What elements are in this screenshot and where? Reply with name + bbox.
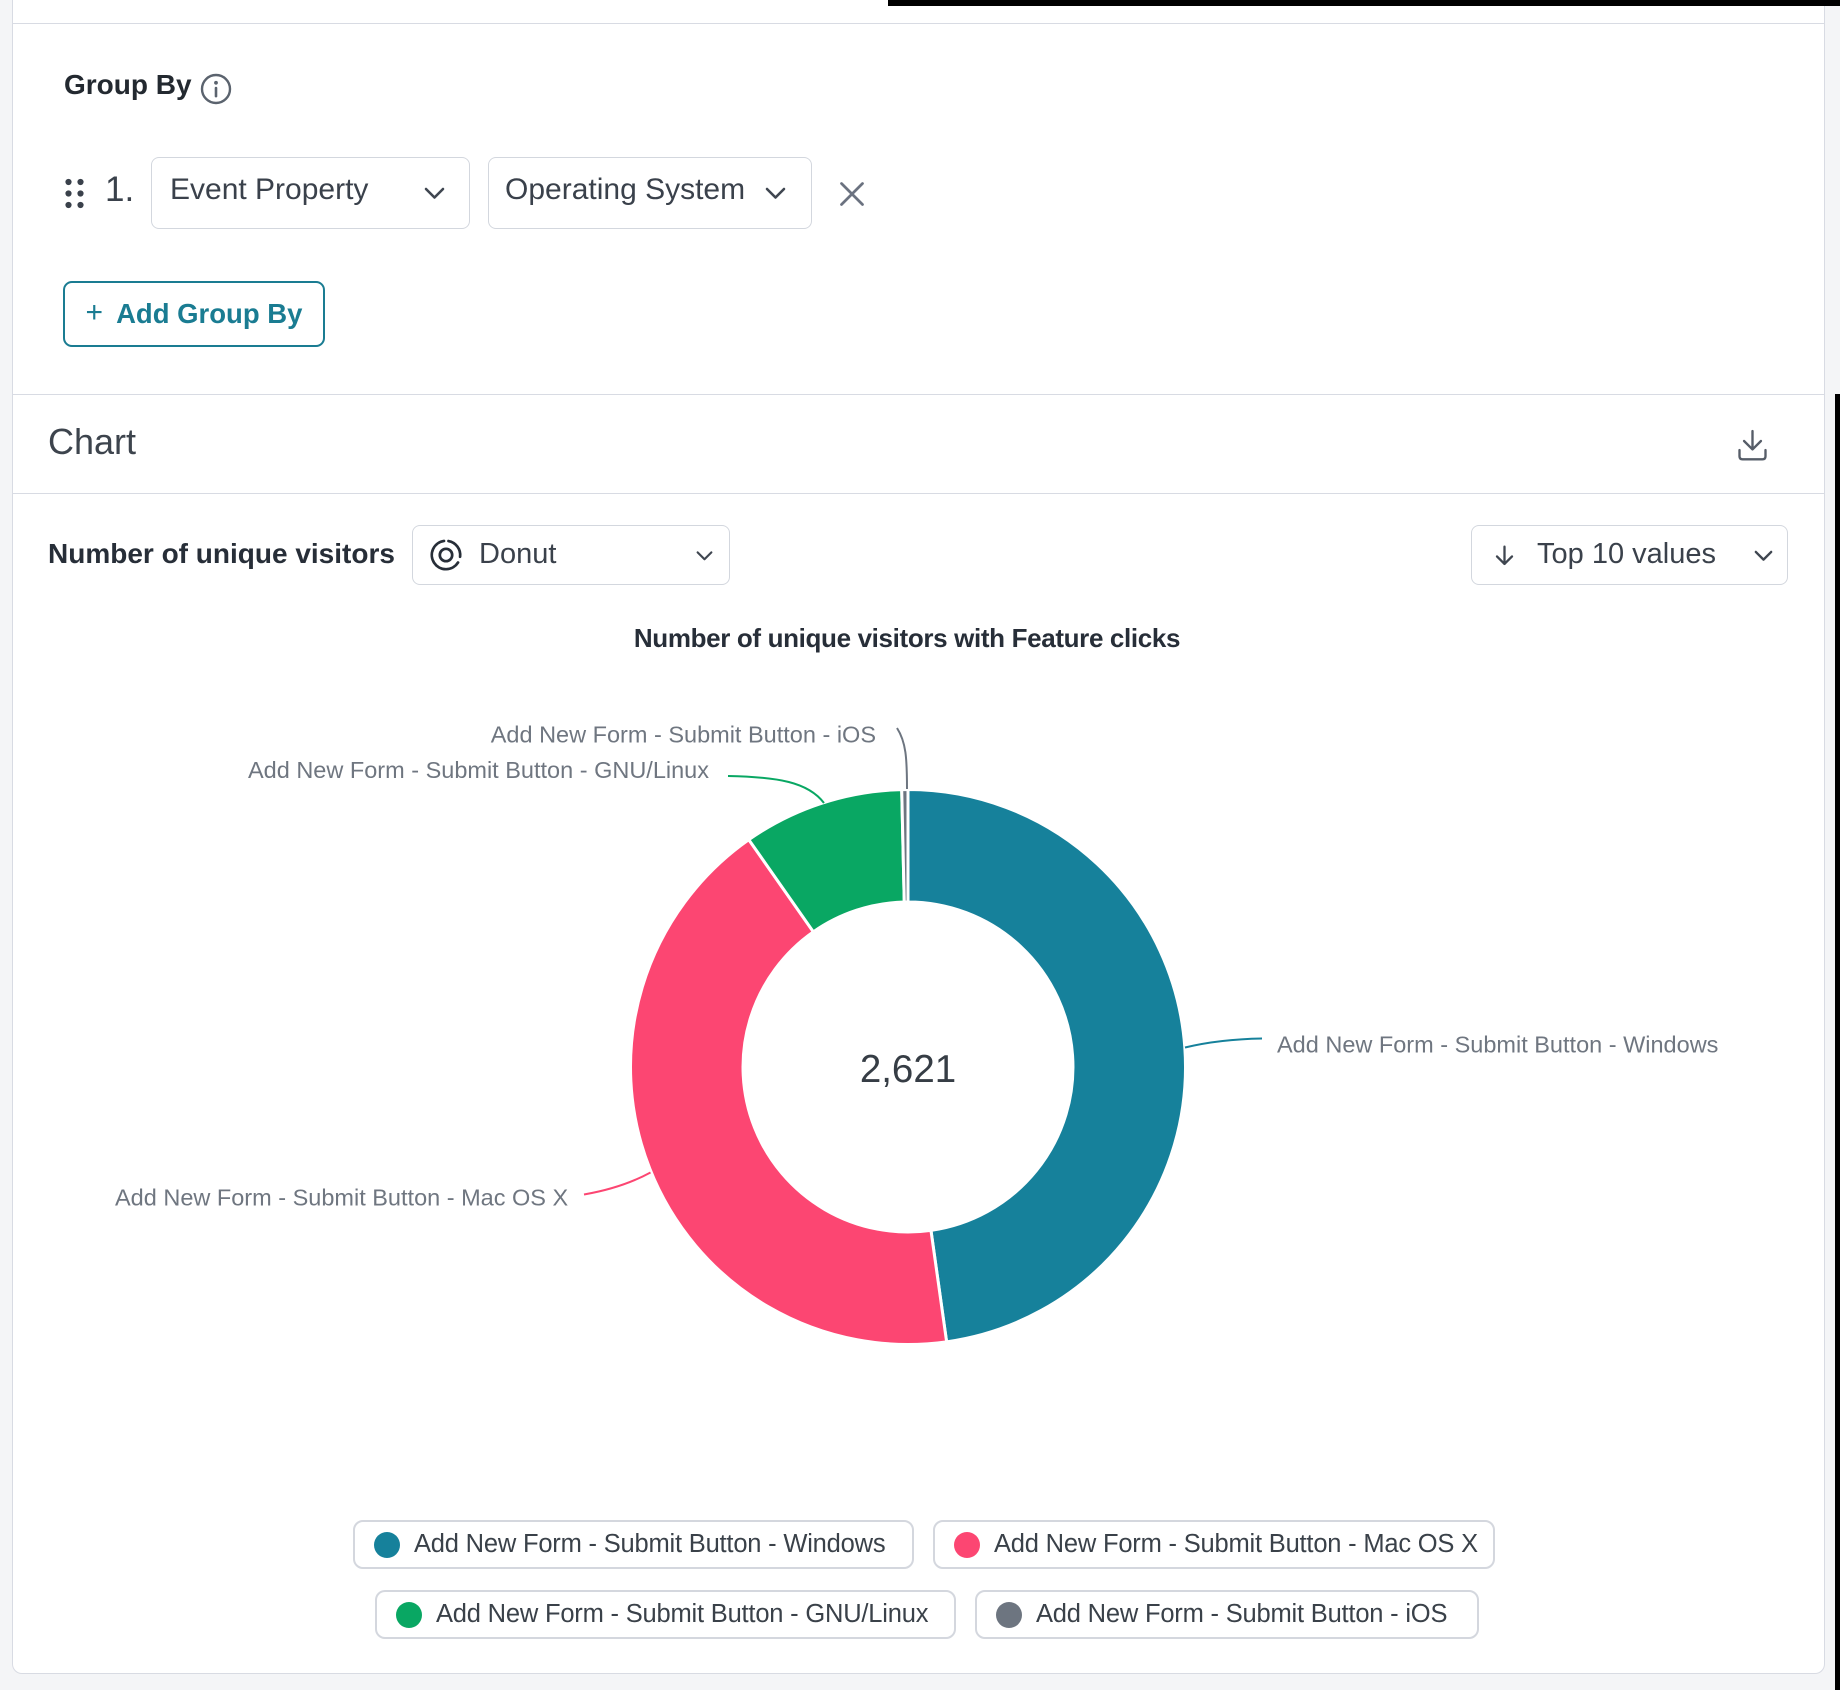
svg-text:Number of unique visitors with: Number of unique visitors with Feature c… <box>634 623 1180 653</box>
svg-text:Add New Form - Submit Button -: Add New Form - Submit Button - Windows <box>1277 1032 1718 1058</box>
svg-text:Add New Form - Submit Button -: Add New Form - Submit Button - Mac OS X <box>115 1185 568 1211</box>
svg-text:Add New Form - Submit Button -: Add New Form - Submit Button - iOS <box>491 722 876 748</box>
svg-text:2,621: 2,621 <box>860 1048 956 1091</box>
svg-text:Add New Form - Submit Button -: Add New Form - Submit Button - GNU/Linux <box>248 757 709 783</box>
